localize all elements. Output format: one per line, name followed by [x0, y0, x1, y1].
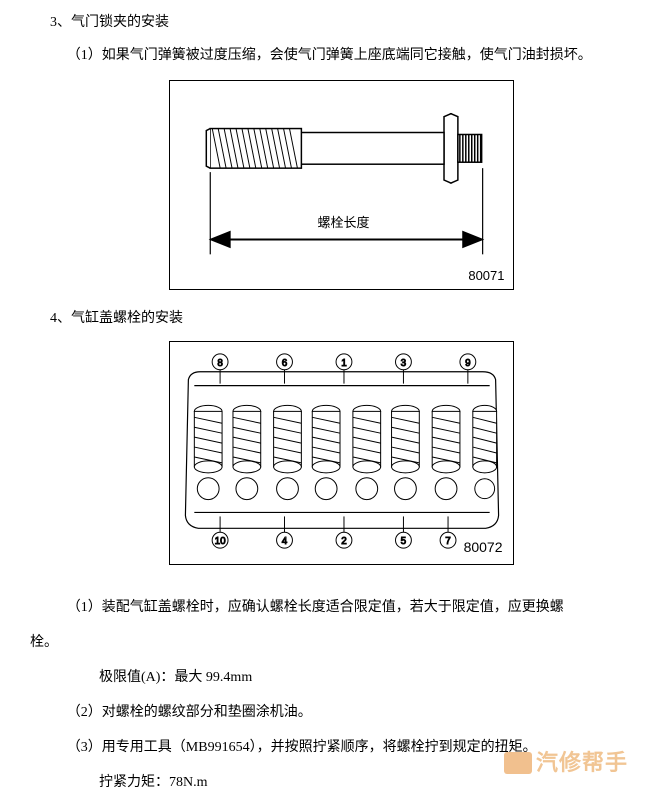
section3-para1: （1）如果气门弹簧被过度压缩，会使气门弹簧上座底端同它接触，使气门油封损坏。 — [50, 45, 632, 66]
figure-bolt: 螺栓长度 80071 — [169, 80, 514, 290]
svg-text:4: 4 — [281, 536, 287, 547]
svg-text:6: 6 — [281, 358, 287, 369]
svg-text:1: 1 — [341, 358, 347, 369]
svg-text:2: 2 — [341, 536, 347, 547]
svg-text:3: 3 — [400, 358, 406, 369]
body-p2: 极限值(A)：最大 99.4mm — [99, 667, 632, 688]
body-p3: （2）对螺栓的螺纹部分和垫圈涂机油。 — [50, 702, 632, 723]
fig1-dimension-label: 螺栓长度 — [318, 213, 370, 233]
svg-text:10: 10 — [214, 536, 226, 547]
body-p1-tail: 栓。 — [0, 632, 632, 653]
watermark-text: 汽修帮手 — [536, 746, 628, 779]
bolt-diagram — [170, 81, 513, 289]
section4-heading: 4、气缸盖螺栓的安装 — [50, 308, 632, 329]
figure-cylinder-head: 8 6 1 3 9 10 4 2 5 7 80072 — [169, 341, 514, 565]
svg-text:5: 5 — [400, 536, 406, 547]
fig2-number: 80072 — [464, 537, 503, 558]
svg-text:9: 9 — [465, 358, 471, 369]
svg-text:8: 8 — [217, 358, 223, 369]
watermark-icon — [504, 752, 532, 774]
fig1-number: 80071 — [468, 266, 504, 286]
body-p1-pre: （1）装配气缸盖螺栓时，应确认螺栓长度适合限定值，若大于限定值，应更换螺 — [50, 597, 632, 618]
svg-text:7: 7 — [445, 536, 451, 547]
cylinder-head-diagram: 8 6 1 3 9 10 4 2 5 7 — [170, 342, 513, 564]
watermark: 汽修帮手 — [504, 746, 628, 779]
section3-heading: 3、气门锁夹的安装 — [50, 12, 632, 33]
